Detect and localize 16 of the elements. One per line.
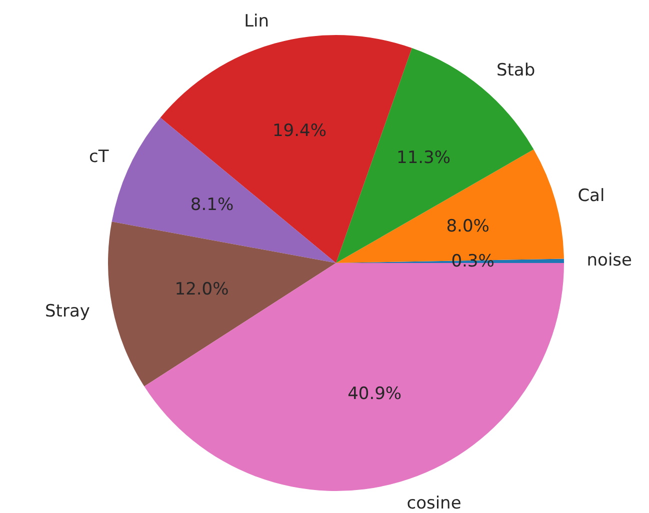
slice-label: noise [586, 250, 632, 271]
pie-slice [108, 222, 336, 386]
slice-label: cT [89, 146, 110, 167]
data-label: 8.1% [190, 195, 234, 216]
data-label: 0.3% [451, 252, 494, 272]
slice-label: cosine [406, 494, 462, 513]
data-label: 12.0% [174, 279, 229, 300]
data-label: 11.3% [396, 148, 451, 168]
slice-label: Lin [244, 11, 270, 32]
pie-slice [112, 118, 336, 263]
data-label: 19.4% [272, 121, 326, 142]
data-label: 8.0% [446, 216, 490, 236]
slice-label: Stray [45, 302, 90, 322]
slice-label: Stab [496, 60, 536, 80]
slice-label: Cal [578, 186, 605, 206]
data-label: 40.9% [348, 384, 402, 404]
